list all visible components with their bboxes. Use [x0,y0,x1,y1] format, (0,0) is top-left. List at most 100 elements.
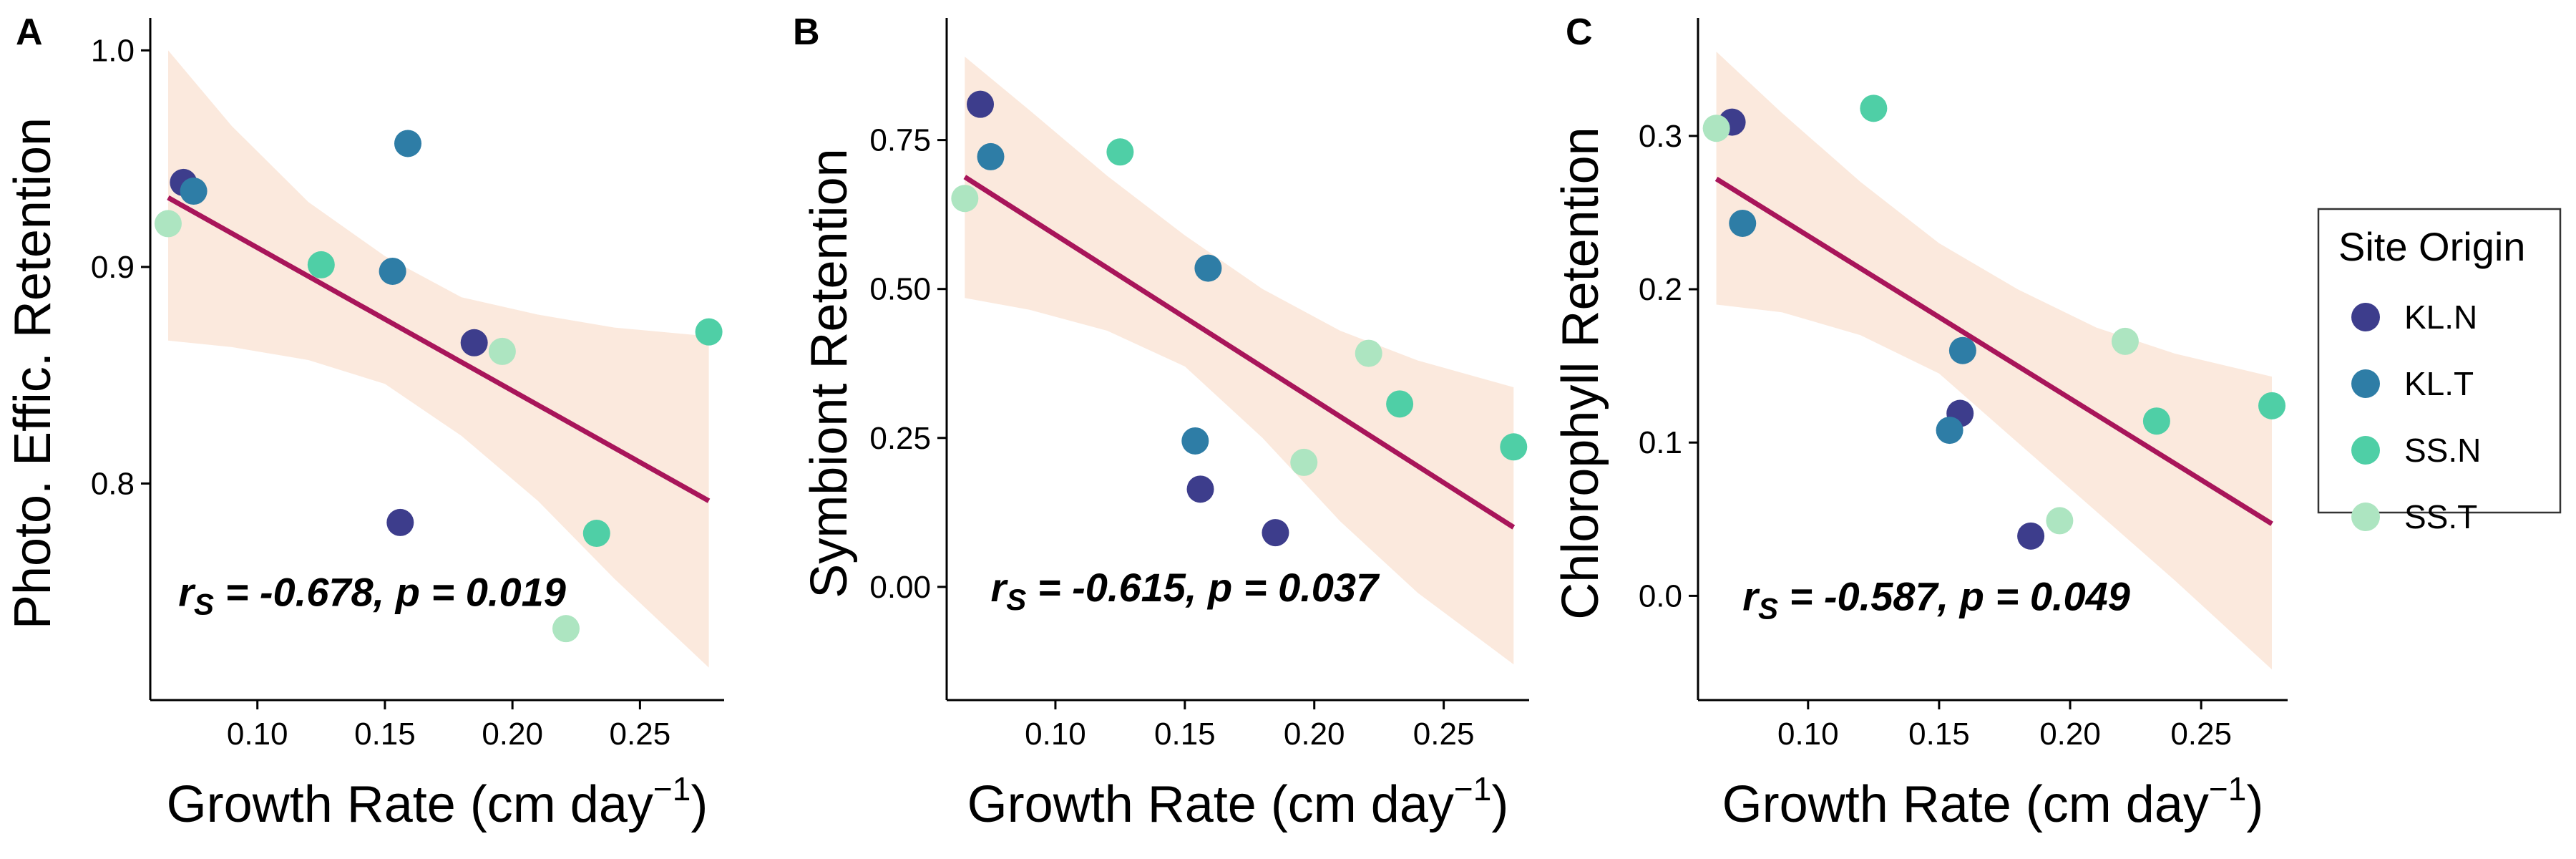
y-tick-label: 0.75 [869,123,931,158]
panels: 0.10 0.15 0.20 0.25 0.8 0.9 1.0 Growth Rate (cm… [4,11,2288,833]
data-point-kl-n [967,90,995,118]
x-axis-title-main: Growth Rate (cm day [1722,776,2209,833]
regression-line [963,175,1516,530]
x-tick-label: 0.25 [2170,717,2232,752]
data-point-ss-n [2142,407,2170,435]
x-axis-title-end: ) [691,776,708,833]
x-axis-title-end: ) [1491,776,1508,833]
panel-a: 0.10 0.15 0.20 0.25 0.8 0.9 1.0 Growth Rate (cm… [4,11,724,833]
legend-label: SS.T [2404,498,2477,535]
data-point-ss-t [1355,339,1382,367]
data-point-kl-t [1181,427,1209,455]
y-tick-label: 0.8 [91,466,135,501]
stat-r: r [178,570,196,615]
data-point-kl-t [1948,336,1976,364]
stat-subscript: S [1758,591,1778,625]
data-point-ss-n [695,318,723,346]
legend-title: Site Origin [2338,224,2525,269]
x-tick-label: 0.20 [482,717,543,752]
x-axis-title-exponent: −1 [653,770,691,807]
confidence-band [1716,52,2272,670]
data-point-ss-n [1106,138,1134,166]
data-point-kl-n [386,508,414,536]
y-tick-label: 0.00 [869,570,931,605]
x-axis-title-exponent: −1 [1454,770,1491,807]
stat-r: r [1742,573,1760,618]
regression-line [1714,176,2273,526]
x-axis-title: Growth Rate (cm day−1) [167,770,708,833]
y-tick-label: 0.50 [869,272,931,307]
x-axis-title: Growth Rate (cm day−1) [1722,770,2264,833]
data-point-ss-t [951,185,979,213]
y-tick-label: 0.25 [869,421,931,456]
data-point-ss-n [582,520,610,548]
legend-label: SS.N [2404,432,2481,469]
correlation-annotation: rS = -0.615, p = 0.037 [991,565,1381,616]
data-point-ss-n [307,251,335,278]
data-point-kl-t [180,178,208,205]
stat-subscript: S [194,588,214,621]
stat-values: = -0.587, p = 0.049 [1778,573,2130,618]
stat-values: = -0.678, p = 0.019 [214,570,566,615]
y-tick-label: 0.0 [1639,578,1682,613]
confidence-band [965,57,1514,665]
x-tick-label: 0.10 [1777,717,1839,752]
y-axis-title: Photo. Effic. Retention [4,117,62,629]
data-point-ss-t [154,210,182,238]
data-point-kl-n [1186,475,1214,503]
legend-key-ss-n [2351,436,2380,465]
data-point-ss-t [488,337,516,365]
data-point-kl-t [1729,209,1757,237]
x-axis-title-main: Growth Rate (cm day [967,776,1454,833]
x-axis-title-exponent: −1 [2209,770,2246,807]
legend-key-kl-t [2351,369,2380,398]
data-point-ss-t [2046,507,2074,535]
data-point-kl-n [2017,522,2045,550]
data-point-ss-t [552,615,580,643]
data-point-kl-t [1936,417,1963,445]
panel-b: 0.10 0.15 0.20 0.25 0.00 0.25 0.50 0.75 Growth R… [793,11,1529,833]
data-point-kl-n [460,329,488,356]
x-tick-label: 0.15 [1908,717,1970,752]
data-point-ss-t [2111,327,2139,355]
data-point-kl-t [379,257,406,285]
legend-label: KL.T [2404,365,2474,402]
x-tick-label: 0.25 [610,717,671,752]
panel-letter: C [1566,11,1593,53]
data-point-kl-t [394,130,422,157]
panel-letter: A [16,11,43,53]
x-axis-title: Growth Rate (cm day−1) [967,770,1509,833]
correlation-annotation: rS = -0.587, p = 0.049 [1742,573,2130,625]
panel-letter: B [793,11,820,53]
legend-label: KL.N [2404,299,2477,336]
y-axis-title: Symbiont Retention [801,148,858,598]
stat-values: = -0.615, p = 0.037 [1026,565,1380,610]
confidence-band [168,50,709,668]
legend-key-ss-t [2351,503,2380,531]
x-tick-label: 0.20 [1284,717,1345,752]
data-point-kl-t [1194,254,1222,282]
x-tick-label: 0.20 [2039,717,2101,752]
data-point-kl-n [1262,519,1289,547]
data-point-ss-t [1702,115,1730,142]
x-tick-label: 0.15 [1154,717,1216,752]
x-tick-label: 0.15 [354,717,416,752]
x-tick-label: 0.25 [1413,717,1475,752]
data-point-ss-t [1290,448,1318,476]
data-point-kl-t [977,142,1005,170]
y-tick-label: 0.2 [1639,272,1682,307]
x-axis-title-end: ) [2246,776,2263,833]
stat-r: r [991,565,1009,610]
y-tick-label: 0.9 [91,250,135,285]
x-tick-label: 0.10 [227,717,288,752]
data-point-ss-n [1860,94,1888,122]
correlation-annotation: rS = -0.678, p = 0.019 [178,570,566,621]
panel-c: 0.10 0.15 0.20 0.25 0.0 0.1 0.2 0.3 Growth Rate … [1552,11,2288,833]
data-point-ss-n [2258,392,2286,419]
legend-key-kl-n [2351,303,2380,331]
data-point-ss-n [1500,433,1528,461]
stat-subscript: S [1006,583,1026,616]
y-tick-label: 1.0 [91,33,135,68]
y-axis-title: Chlorophyll Retention [1552,127,1609,619]
y-tick-label: 0.1 [1639,425,1682,460]
